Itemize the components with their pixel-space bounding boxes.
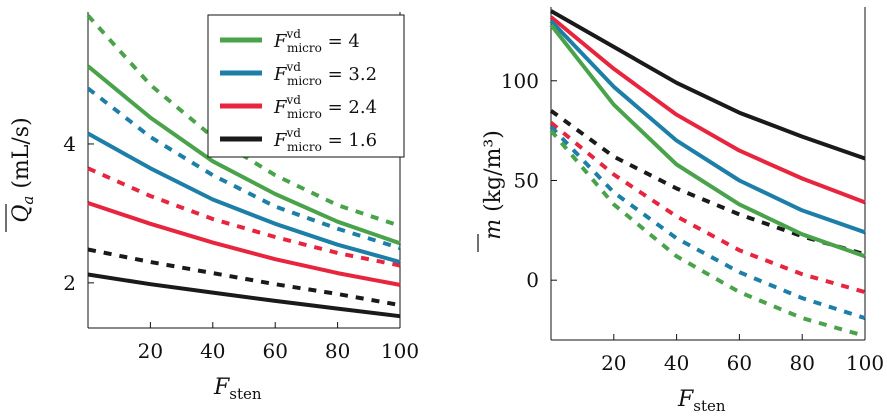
left-x-axis-label: Fsten — [213, 375, 262, 403]
left-x-tick-label: 40 — [200, 339, 225, 363]
right-series-line — [550, 9, 866, 161]
legend: Fvd micro = 4 Fvd micro = 3.2 Fvd micro = 2.4… — [207, 14, 405, 158]
left-series-line — [87, 131, 401, 264]
left-y-tick-label: 4 — [63, 132, 76, 156]
left-chart: 20 40 60 80 100 2 4 Fsten Qa (mL/s) — [5, 12, 419, 403]
right-series-line — [549, 121, 866, 295]
right-y-tick-label: 0 — [526, 268, 539, 292]
left-series-line — [87, 201, 401, 287]
left-x-tick-label: 20 — [138, 339, 163, 363]
left-series-line — [86, 86, 401, 251]
right-y-tick-label: 100 — [501, 69, 539, 93]
left-series-line — [86, 64, 401, 246]
legend-entry: Fvd micro = 2.4 — [273, 93, 377, 121]
left-series-line — [87, 272, 401, 319]
right-y-tick-label: 50 — [514, 168, 539, 192]
right-series-line — [549, 129, 866, 338]
right-chart: 20 40 60 80 100 0 50 100 Fsten m (kg/m³) — [477, 7, 884, 415]
right-x-tick-label: 60 — [727, 351, 752, 375]
right-series-line — [549, 15, 866, 205]
left-series-line — [87, 166, 401, 268]
left-y-tick-label: 2 — [63, 271, 76, 295]
right-x-tick-label: 20 — [601, 351, 626, 375]
legend-entry: Fvd micro = 1.6 — [273, 126, 377, 154]
right-y-axis-label: m (kg/m³) — [481, 130, 506, 240]
right-series-line — [549, 23, 866, 259]
right-series-line — [549, 125, 866, 321]
left-y-axis-label: Qa (mL/s) — [9, 117, 37, 222]
right-x-tick-label: 100 — [846, 351, 884, 375]
left-x-tick-label: 80 — [325, 339, 350, 363]
right-x-tick-label: 80 — [789, 351, 814, 375]
left-series-line — [87, 247, 401, 308]
right-x-axis-label: Fsten — [677, 387, 726, 415]
right-series-line — [549, 19, 866, 235]
legend-entry: Fvd micro = 4 — [273, 27, 360, 55]
left-x-tick-label: 60 — [262, 339, 287, 363]
left-x-tick-label: 100 — [381, 339, 419, 363]
right-x-tick-label: 40 — [664, 351, 689, 375]
legend-entry: Fvd micro = 3.2 — [273, 60, 377, 88]
